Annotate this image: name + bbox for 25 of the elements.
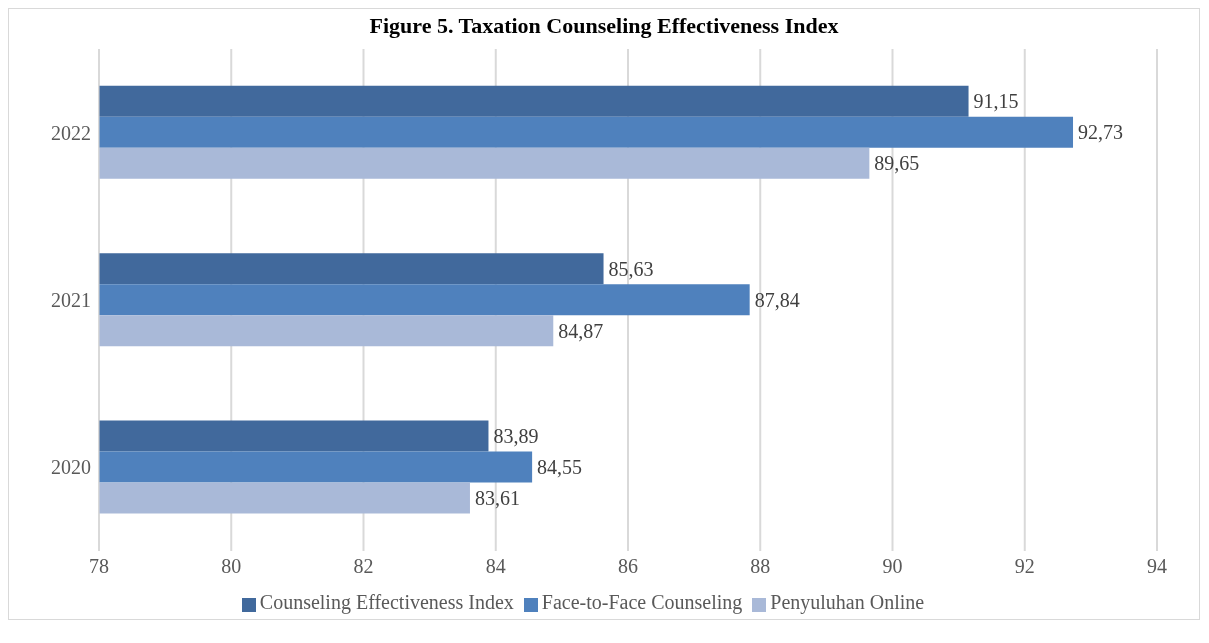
x-tick-label: 78 <box>89 555 109 578</box>
x-tick-label: 82 <box>353 555 374 578</box>
legend-label: Counseling Effectiveness Index <box>259 591 514 613</box>
data-label: 84,87 <box>558 319 604 342</box>
chart-title: Figure 5. Taxation Counseling Effectiveness Index <box>368 12 840 39</box>
y-tick-label: 2022 <box>51 121 91 144</box>
x-tick-label: 84 <box>485 555 506 578</box>
y-tick-label: 2020 <box>51 456 91 479</box>
x-tick-label: 90 <box>882 555 903 578</box>
data-label: 92,73 <box>1078 121 1124 144</box>
data-label: 87,84 <box>754 288 800 311</box>
x-tick-label: 80 <box>221 555 242 578</box>
x-tick-label: 92 <box>1014 555 1035 578</box>
x-tick-label: 86 <box>618 555 638 578</box>
data-label: 84,55 <box>537 456 583 479</box>
data-label: 85,63 <box>608 257 654 280</box>
y-tick-label: 2021 <box>51 289 91 312</box>
data-label: 83,61 <box>474 487 520 510</box>
data-label: 91,15 <box>973 90 1019 113</box>
x-tick-label: 88 <box>750 555 771 578</box>
data-label: 83,89 <box>493 425 539 448</box>
legend-label: Penyuluhan Online <box>770 591 925 613</box>
x-tick-label: 94 <box>1147 555 1167 578</box>
data-label: 89,65 <box>874 152 920 175</box>
legend-label: Face-to-Face Counseling <box>541 591 743 613</box>
